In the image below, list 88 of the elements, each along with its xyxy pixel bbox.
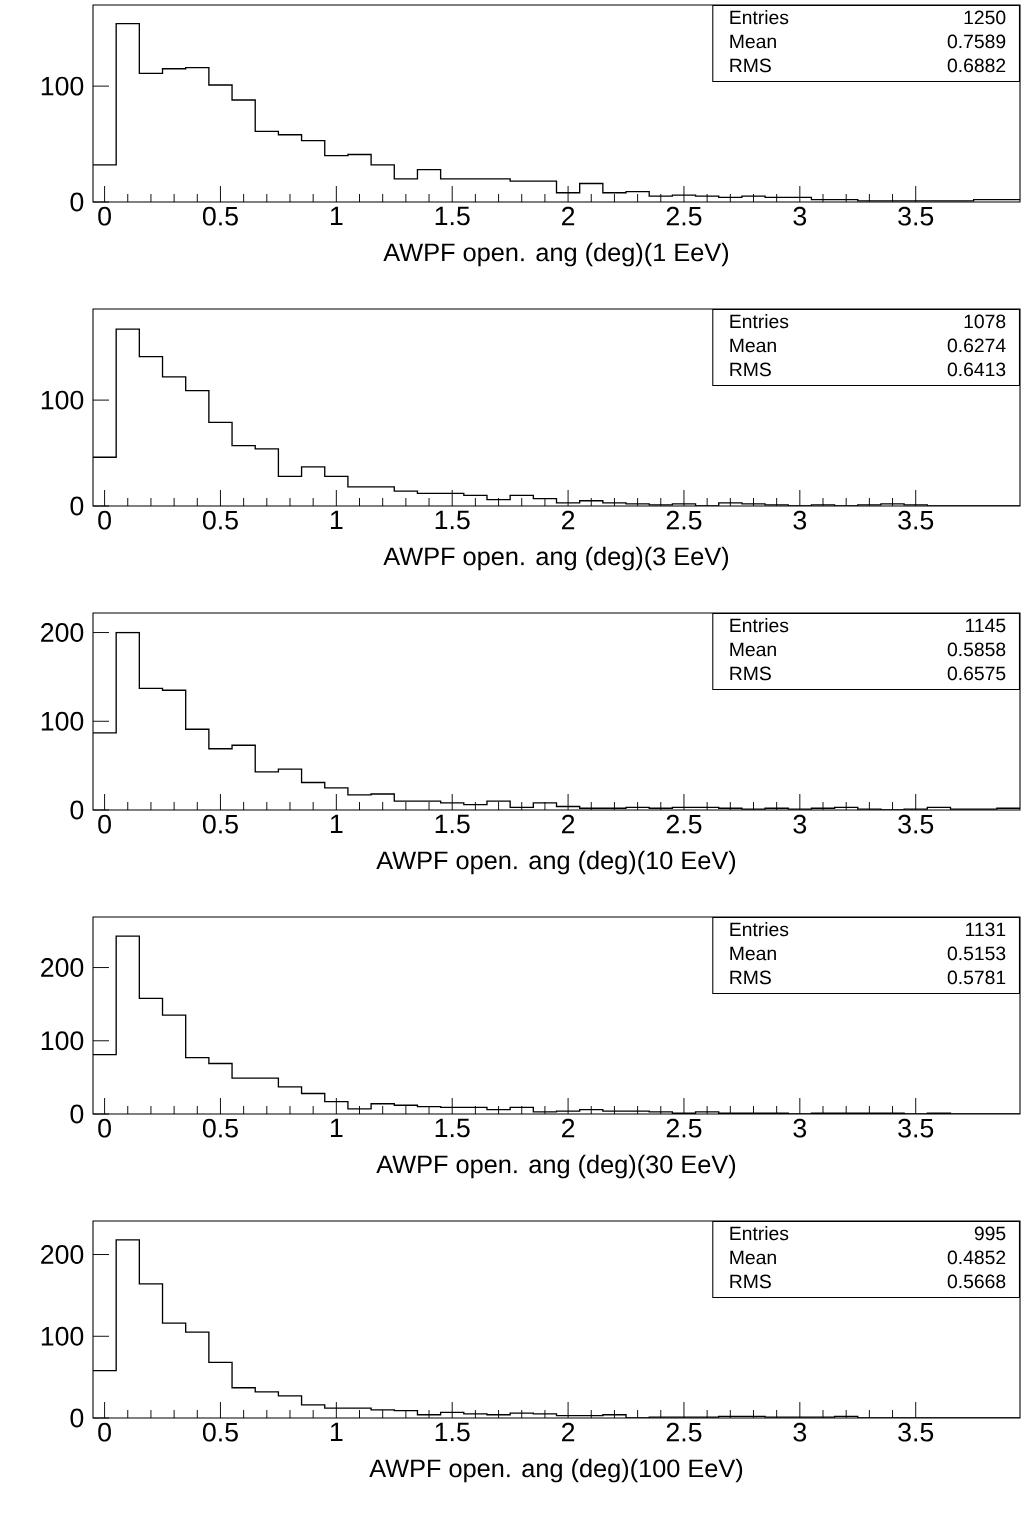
x-tick-label: 2.5 [666,206,702,226]
y-tick-label: 0 [70,800,84,820]
x-tick-label: 1 [330,1422,343,1442]
x-tick-label: 0.5 [202,814,238,834]
x-tick-label: 3.5 [898,206,934,226]
y-tick-label: 100 [41,1326,84,1346]
annotation: 1131 [966,922,1006,937]
x-tick-label: 0.5 [202,1118,238,1138]
x-axis-title: AWPF open. ang (deg)(3 EeV) [383,546,729,571]
annotation: Mean [730,1250,776,1265]
annotation: 1145 [966,618,1006,633]
x-tick-label: 1.5 [435,814,470,834]
y-tick-label: 0 [70,1104,84,1124]
x-tick-label: 0 [98,206,111,226]
x-tick-label: 2.5 [666,510,702,530]
x-tick-label: 3 [793,206,807,226]
x-tick-label: 0.5 [202,510,238,530]
annotation: Entries [730,1226,789,1241]
x-tick-label: 2 [562,510,575,530]
x-tick-label: 2.5 [666,1118,702,1138]
x-tick-label: 3 [793,1422,807,1442]
x-tick-label: 1.5 [435,1118,470,1138]
annotation: 995 [974,1226,1006,1241]
x-tick-label: 3.5 [898,814,934,834]
x-tick-label: 1 [330,206,343,226]
x-tick-label: 3.5 [898,510,934,530]
x-tick-label: 0 [98,1118,111,1138]
annotation: 1250 [964,10,1006,25]
x-tick-label: 1 [330,814,343,834]
y-tick-label: 0 [70,496,84,516]
annotation: RMS [730,666,771,681]
x-tick-label: 3 [793,814,807,834]
annotation: 0.5781 [947,970,1006,985]
x-tick-label: 0 [98,510,111,530]
x-tick-label: 2.5 [666,814,702,834]
x-tick-label: 0.5 [202,1422,238,1442]
x-tick-label: 0.5 [202,206,238,226]
y-tick-label: 200 [41,1245,84,1264]
x-tick-label: 1 [330,510,343,530]
y-tick-label: 100 [41,76,84,96]
y-tick-label: 200 [41,958,84,977]
y-tick-label: 100 [41,711,84,731]
y-tick-label: 200 [41,623,84,642]
y-tick-label: 0 [70,192,84,212]
annotation: RMS [730,362,771,377]
x-tick-label: 1.5 [435,510,470,530]
annotation: 0.6882 [947,58,1006,73]
annotation: 0.5858 [947,642,1006,657]
y-tick-label: 0 [70,1408,84,1428]
x-tick-label: 3 [793,1118,807,1138]
annotation: Entries [730,618,789,633]
x-tick-label: 1 [330,1118,343,1138]
y-tick-label: 100 [41,390,84,410]
x-tick-label: 3.5 [898,1422,934,1442]
x-tick-label: 2.5 [666,1422,702,1442]
x-tick-label: 2 [562,1118,575,1138]
annotation: Entries [730,314,789,329]
x-axis-title: AWPF open. ang (deg)(30 EeV) [376,1154,736,1179]
annotation: Mean [730,34,776,49]
annotation: Mean [730,338,776,353]
annotation: Entries [730,922,789,937]
x-tick-label: 2 [562,1422,575,1442]
y-tick-label: 100 [41,1031,84,1051]
annotation: RMS [730,1274,771,1289]
x-tick-label: 2 [562,206,575,226]
x-axis-title: AWPF open. ang (deg)(10 EeV) [376,850,736,875]
annotation: 0.5668 [947,1274,1006,1289]
annotation: RMS [730,970,771,985]
annotation: 0.4852 [947,1250,1006,1265]
x-tick-label: 2 [562,814,575,834]
x-tick-label: 3 [793,510,807,530]
annotation: Mean [730,642,776,657]
annotation: RMS [730,58,771,73]
annotation: Mean [730,946,776,961]
annotation: 0.5153 [947,946,1006,961]
x-tick-label: 1.5 [435,206,470,226]
x-axis-title: AWPF open. ang (deg)(1 EeV) [383,242,729,267]
x-tick-label: 1.5 [435,1422,470,1442]
annotation: 1078 [964,314,1006,329]
x-tick-label: 3.5 [898,1118,934,1138]
x-tick-label: 0 [98,1422,111,1442]
x-tick-label: 0 [98,814,111,834]
annotation: Entries [730,10,789,25]
annotation: 0.6274 [947,338,1006,353]
annotation: 0.6575 [947,666,1006,681]
annotation: 0.6413 [947,362,1006,377]
x-axis-title: AWPF open. ang (deg)(100 EeV) [369,1458,743,1483]
annotation: 0.7589 [947,34,1006,49]
